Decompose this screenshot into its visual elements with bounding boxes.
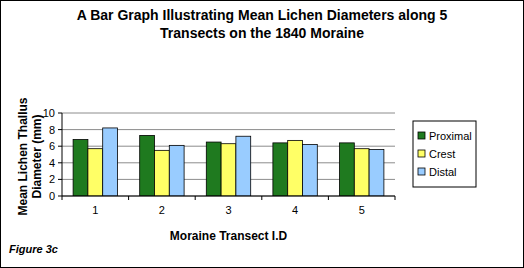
x-tick-mark [328, 196, 329, 200]
y-axis [62, 113, 63, 196]
bar [236, 136, 251, 196]
y-tick-label: 2 [49, 173, 55, 185]
tick-mark [58, 196, 62, 197]
tick-mark [58, 179, 62, 180]
bar [273, 143, 288, 196]
bar [169, 145, 184, 196]
x-tick-label: 5 [359, 204, 365, 216]
bar [369, 150, 384, 196]
x-axis-label: Moraine Transect I.D [170, 229, 288, 243]
x-tick-mark [195, 196, 196, 200]
legend-label: Proximal [429, 130, 472, 142]
annotation: Figure 3c [9, 243, 58, 255]
y-axis-label-group: Mean Lichen ThallusDiameter (mm) [16, 97, 44, 215]
x-tick-label: 3 [225, 204, 231, 216]
y-tick-label: 6 [49, 140, 55, 152]
y-tick-label: 4 [49, 157, 55, 169]
title: A Bar Graph Illustrating Mean Lichen Dia… [77, 7, 448, 41]
legend-box [413, 121, 476, 187]
x-axis [62, 196, 395, 197]
bar [155, 150, 170, 196]
grid-line [62, 196, 395, 197]
bar [288, 140, 303, 196]
y-axis-label: Mean Lichen ThallusDiameter (mm) [16, 97, 44, 215]
x-tick-label: 2 [159, 204, 165, 216]
x-tick-mark [395, 196, 396, 200]
y-tick-label: 8 [49, 124, 55, 136]
chart: A Bar Graph Illustrating Mean Lichen Dia… [0, 0, 524, 268]
legend-label: Crest [429, 148, 455, 160]
bar [73, 140, 88, 196]
bar [221, 144, 236, 196]
bar [88, 149, 103, 196]
y-tick-label: 0 [49, 190, 55, 202]
tick-mark [58, 113, 62, 114]
bars [73, 128, 384, 196]
bar [340, 143, 355, 196]
x-tick-label: 4 [292, 204, 298, 216]
x-tick-mark [261, 196, 262, 200]
bar [103, 128, 118, 196]
x-tick-mark [62, 196, 63, 200]
bar [206, 142, 221, 196]
legend-label: Distal [429, 166, 457, 178]
y-tick-label: 10 [43, 107, 55, 119]
bar [140, 135, 155, 196]
chart-border [1, 1, 524, 268]
legend-swatch [418, 168, 425, 175]
grid-line [62, 113, 395, 114]
bar [303, 145, 318, 196]
tick-mark [58, 146, 62, 147]
tick-mark [58, 129, 62, 130]
legend-swatch [418, 150, 425, 157]
bar [354, 149, 369, 196]
tick-mark [58, 162, 62, 163]
legend-swatch [418, 132, 425, 139]
x-tick-mark [128, 196, 129, 200]
x-tick-label: 1 [92, 204, 98, 216]
